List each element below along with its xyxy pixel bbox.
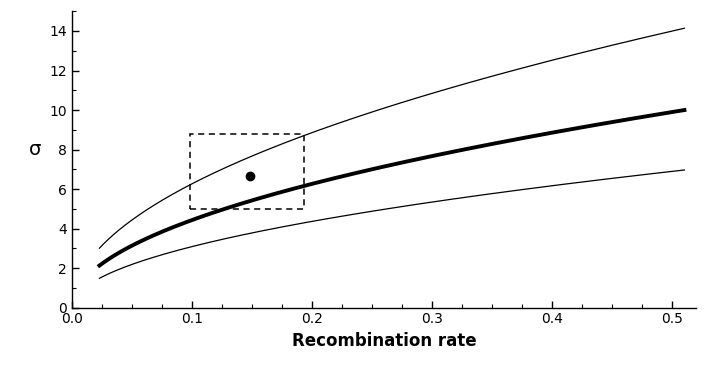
Y-axis label: σ: σ bbox=[29, 140, 42, 159]
X-axis label: Recombination rate: Recombination rate bbox=[292, 332, 477, 350]
Bar bbox=[190, 134, 304, 209]
